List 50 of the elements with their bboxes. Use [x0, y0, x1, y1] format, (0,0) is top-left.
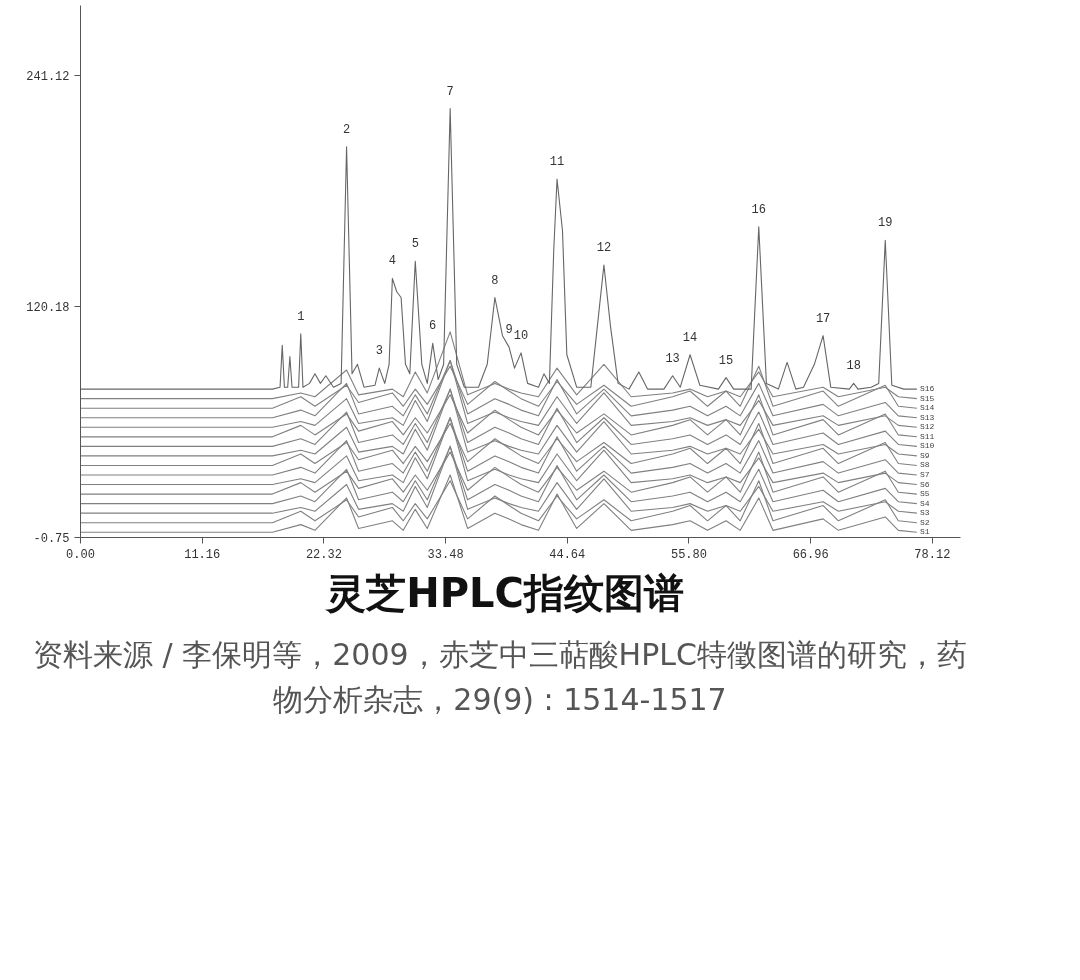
annotation: 19	[878, 216, 893, 231]
annotation: 13	[665, 351, 680, 366]
text: 灵芝HPLC指纹图谱	[326, 569, 684, 618]
y-tick-label: -0.75	[33, 532, 70, 546]
annotation: 6	[429, 319, 437, 334]
series-label: S3	[919, 508, 930, 518]
annotation: 4	[388, 254, 396, 269]
x-tick-label: 33.48	[427, 547, 464, 562]
series-label: S14	[919, 403, 935, 413]
series-label: S8	[919, 460, 930, 470]
series-label: S16	[919, 384, 935, 394]
annotation: 11	[549, 155, 565, 170]
annotation: 14	[682, 330, 698, 345]
text: 资料来源 / 李保明等，2009，赤芝中三萜酸HPLC特徵图谱的研究，药物分析杂志，29(9) : 1514-1517	[32, 636, 968, 720]
x-tick-label: 22.32	[305, 547, 342, 562]
y-tick-label: 120.18	[26, 301, 70, 316]
series-label: S12	[919, 422, 935, 432]
series-label: S4	[919, 498, 930, 508]
annotation: 1	[297, 309, 305, 324]
annotation: 16	[751, 202, 766, 217]
annotation: 18	[846, 359, 861, 374]
annotation: 5	[411, 237, 419, 252]
series-label: S11	[919, 431, 935, 441]
series-label: S15	[919, 393, 935, 403]
series-label: S5	[919, 489, 930, 499]
x-tick-label: 11.16	[184, 547, 221, 562]
series-label: S9	[919, 450, 930, 460]
series-label: S10	[919, 441, 935, 451]
x-tick-label: 55.80	[670, 547, 707, 562]
series-label: S7	[919, 470, 930, 479]
annotation: 2	[342, 122, 351, 137]
annotation: 10	[513, 328, 529, 343]
series-label: S13	[919, 412, 935, 422]
annotation: 17	[815, 311, 831, 326]
series-label: S2	[919, 517, 930, 527]
series-label: S1	[919, 527, 930, 537]
y-tick-label: 241.12	[26, 70, 70, 85]
x-tick-label: 44.64	[549, 547, 586, 562]
line-series	[80, 474, 918, 533]
annotation: 9	[505, 323, 513, 338]
line-series	[80, 108, 918, 390]
series-label: S6	[919, 479, 930, 489]
x-tick-label: 78.12	[914, 547, 951, 562]
annotation: 7	[446, 84, 454, 99]
annotation: 12	[596, 241, 612, 256]
annotation: 15	[718, 353, 734, 368]
annotation: 3	[375, 344, 383, 359]
x-tick-label: 0.00	[66, 547, 95, 562]
annotation: 8	[491, 273, 499, 288]
x-tick-label: 66.96	[792, 547, 829, 562]
